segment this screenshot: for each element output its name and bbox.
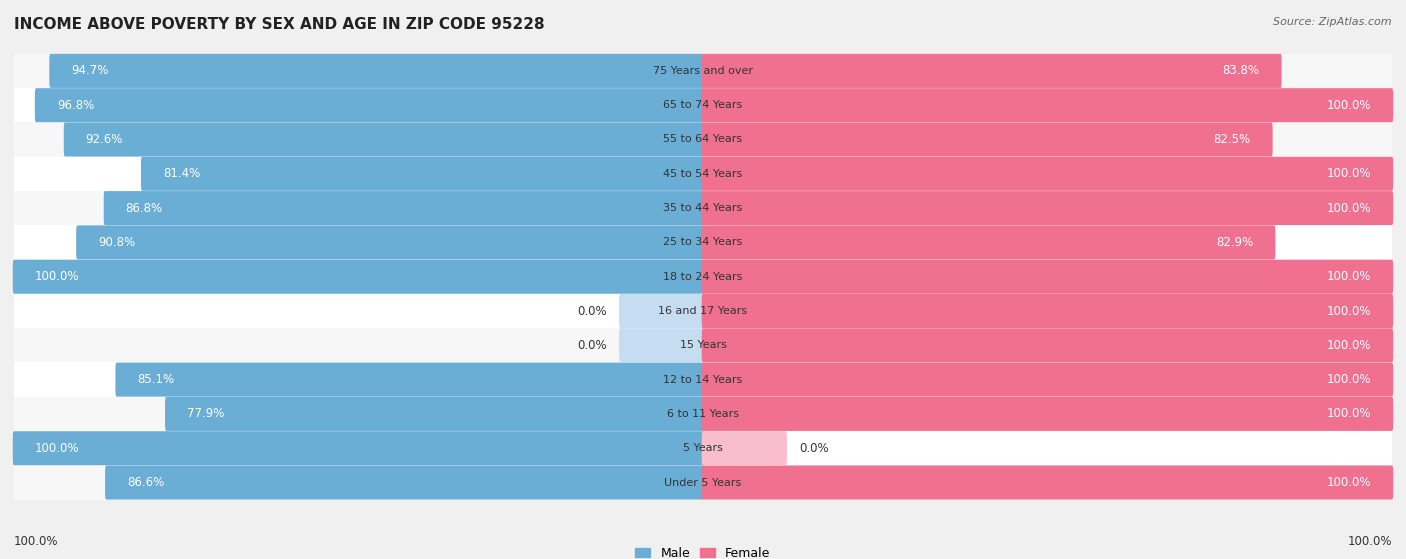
FancyBboxPatch shape <box>702 122 1272 157</box>
Text: 55 to 64 Years: 55 to 64 Years <box>664 135 742 144</box>
FancyBboxPatch shape <box>702 431 787 465</box>
Text: 0.0%: 0.0% <box>576 339 606 352</box>
FancyBboxPatch shape <box>702 466 1393 500</box>
FancyBboxPatch shape <box>702 88 1393 122</box>
Text: 45 to 54 Years: 45 to 54 Years <box>664 169 742 179</box>
FancyBboxPatch shape <box>702 260 1393 293</box>
Text: 100.0%: 100.0% <box>1327 99 1371 112</box>
Text: 100.0%: 100.0% <box>1327 202 1371 215</box>
FancyBboxPatch shape <box>13 431 704 465</box>
Text: 100.0%: 100.0% <box>1327 373 1371 386</box>
Text: 83.8%: 83.8% <box>1223 64 1260 77</box>
Text: 90.8%: 90.8% <box>98 236 135 249</box>
FancyBboxPatch shape <box>14 397 1392 431</box>
Text: 100.0%: 100.0% <box>1327 305 1371 318</box>
FancyBboxPatch shape <box>14 122 1392 157</box>
Text: 25 to 34 Years: 25 to 34 Years <box>664 238 742 248</box>
FancyBboxPatch shape <box>115 363 704 397</box>
FancyBboxPatch shape <box>76 225 704 259</box>
Text: 85.1%: 85.1% <box>138 373 174 386</box>
FancyBboxPatch shape <box>702 225 1275 259</box>
Text: 100.0%: 100.0% <box>1327 270 1371 283</box>
FancyBboxPatch shape <box>14 259 1392 294</box>
Text: 75 Years and over: 75 Years and over <box>652 66 754 76</box>
Text: 86.8%: 86.8% <box>125 202 163 215</box>
Text: 100.0%: 100.0% <box>35 270 79 283</box>
Text: 100.0%: 100.0% <box>1327 339 1371 352</box>
Text: 100.0%: 100.0% <box>14 535 59 548</box>
FancyBboxPatch shape <box>105 466 704 500</box>
FancyBboxPatch shape <box>165 397 704 431</box>
FancyBboxPatch shape <box>14 294 1392 328</box>
Text: 100.0%: 100.0% <box>1327 167 1371 181</box>
FancyBboxPatch shape <box>14 225 1392 259</box>
Text: 6 to 11 Years: 6 to 11 Years <box>666 409 740 419</box>
Text: Under 5 Years: Under 5 Years <box>665 477 741 487</box>
FancyBboxPatch shape <box>14 362 1392 397</box>
FancyBboxPatch shape <box>14 465 1392 500</box>
FancyBboxPatch shape <box>702 328 1393 362</box>
FancyBboxPatch shape <box>702 191 1393 225</box>
Text: 82.5%: 82.5% <box>1213 133 1251 146</box>
Text: 65 to 74 Years: 65 to 74 Years <box>664 100 742 110</box>
Text: 100.0%: 100.0% <box>1327 476 1371 489</box>
FancyBboxPatch shape <box>141 157 704 191</box>
Text: 0.0%: 0.0% <box>576 305 606 318</box>
Legend: Male, Female: Male, Female <box>630 542 776 559</box>
Text: 12 to 14 Years: 12 to 14 Years <box>664 375 742 385</box>
FancyBboxPatch shape <box>35 88 704 122</box>
Text: 86.6%: 86.6% <box>127 476 165 489</box>
Text: 5 Years: 5 Years <box>683 443 723 453</box>
Text: 100.0%: 100.0% <box>1347 535 1392 548</box>
Text: 35 to 44 Years: 35 to 44 Years <box>664 203 742 213</box>
Text: 18 to 24 Years: 18 to 24 Years <box>664 272 742 282</box>
FancyBboxPatch shape <box>702 54 1282 88</box>
Text: 100.0%: 100.0% <box>1327 408 1371 420</box>
Text: 15 Years: 15 Years <box>679 340 727 350</box>
FancyBboxPatch shape <box>702 157 1393 191</box>
FancyBboxPatch shape <box>702 294 1393 328</box>
FancyBboxPatch shape <box>104 191 704 225</box>
FancyBboxPatch shape <box>619 294 704 328</box>
FancyBboxPatch shape <box>63 122 704 157</box>
Text: 16 and 17 Years: 16 and 17 Years <box>658 306 748 316</box>
Text: 100.0%: 100.0% <box>35 442 79 454</box>
FancyBboxPatch shape <box>13 260 704 293</box>
Text: 0.0%: 0.0% <box>800 442 830 454</box>
FancyBboxPatch shape <box>14 431 1392 465</box>
FancyBboxPatch shape <box>14 88 1392 122</box>
FancyBboxPatch shape <box>14 54 1392 88</box>
Text: 94.7%: 94.7% <box>72 64 108 77</box>
Text: Source: ZipAtlas.com: Source: ZipAtlas.com <box>1274 17 1392 27</box>
FancyBboxPatch shape <box>14 157 1392 191</box>
Text: 96.8%: 96.8% <box>56 99 94 112</box>
FancyBboxPatch shape <box>49 54 704 88</box>
FancyBboxPatch shape <box>14 328 1392 362</box>
FancyBboxPatch shape <box>702 397 1393 431</box>
Text: INCOME ABOVE POVERTY BY SEX AND AGE IN ZIP CODE 95228: INCOME ABOVE POVERTY BY SEX AND AGE IN Z… <box>14 17 544 32</box>
FancyBboxPatch shape <box>14 191 1392 225</box>
FancyBboxPatch shape <box>619 328 704 362</box>
Text: 82.9%: 82.9% <box>1216 236 1254 249</box>
Text: 77.9%: 77.9% <box>187 408 225 420</box>
FancyBboxPatch shape <box>702 363 1393 397</box>
Text: 92.6%: 92.6% <box>86 133 124 146</box>
Text: 81.4%: 81.4% <box>163 167 200 181</box>
